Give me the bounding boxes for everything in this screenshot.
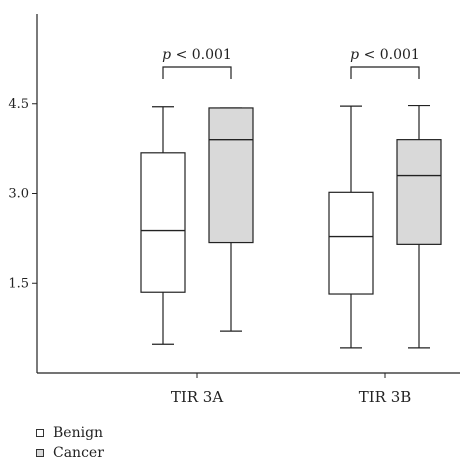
significance-label: p < 0.001 <box>162 47 232 63</box>
significance-label: p < 0.001 <box>350 47 420 63</box>
x-tick-label: TIR 3A <box>171 388 224 406</box>
y-tick-label: 1.5 <box>8 276 29 291</box>
box-benign-tir-3a <box>140 152 186 293</box>
box-marks <box>140 104 442 349</box>
y-tick-label: 4.5 <box>8 97 29 112</box>
axes: 1.5 3.0 4.5 TIR 3A TIR 3B <box>8 14 460 406</box>
legend-label-cancer: Cancer <box>53 445 104 461</box>
legend-item-cancer: Cancer <box>36 443 104 463</box>
box-cancer-tir-3b <box>396 139 442 245</box>
significance-bracket <box>350 66 420 79</box>
significance-annotations: p < 0.001 p < 0.001 <box>162 47 420 79</box>
legend: Benign Cancer <box>36 423 104 463</box>
legend-swatch-benign <box>36 429 44 437</box>
x-tick-label: TIR 3B <box>359 388 412 406</box>
box-benign-tir-3b <box>328 191 374 295</box>
y-tick-label: 3.0 <box>8 187 29 202</box>
legend-label-benign: Benign <box>53 425 104 441</box>
legend-swatch-cancer <box>36 449 44 457</box>
significance-bracket <box>162 66 232 79</box>
box-cancer-tir-3a <box>208 107 254 244</box>
legend-item-benign: Benign <box>36 423 104 443</box>
